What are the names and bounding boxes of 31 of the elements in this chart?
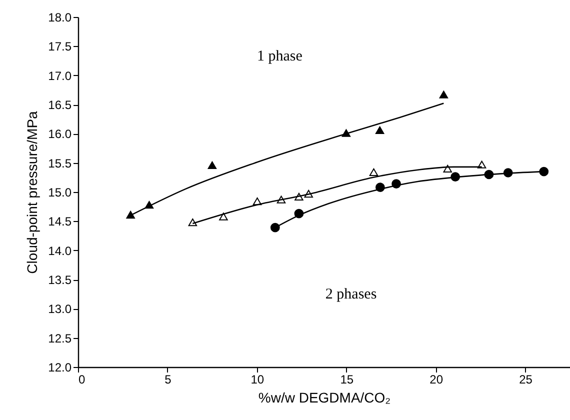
x-tick-label: 25 bbox=[519, 372, 533, 386]
point bbox=[208, 161, 217, 170]
y-tick-label: 14.0 bbox=[48, 244, 72, 258]
point bbox=[375, 126, 384, 134]
x-axis-title: %w/w DEGDMA/CO₂ bbox=[258, 390, 391, 406]
point bbox=[369, 168, 378, 176]
y-tick-label: 18.0 bbox=[48, 10, 72, 24]
x-tick-label: 0 bbox=[78, 372, 86, 386]
annotation: 1 phase bbox=[257, 48, 303, 64]
y-tick-label: 15.0 bbox=[48, 186, 72, 200]
annotation: 2 phases bbox=[325, 286, 377, 302]
y-tick-label: 13.5 bbox=[48, 273, 72, 287]
y-tick-label: 16.5 bbox=[48, 98, 72, 112]
x-tick-label: 20 bbox=[430, 372, 444, 386]
x-tick-label: 10 bbox=[250, 372, 264, 386]
x-tick-label: 5 bbox=[164, 372, 172, 386]
point bbox=[439, 90, 448, 98]
y-tick-label: 15.5 bbox=[48, 156, 72, 170]
y-tick-label: 16.0 bbox=[48, 127, 72, 142]
y-axis-title: Cloud-point pressure/MPa bbox=[24, 110, 40, 274]
y-tick-label: 17.5 bbox=[48, 40, 72, 54]
y-tick-label: 14.5 bbox=[48, 214, 72, 229]
y-tick-label: 17.0 bbox=[48, 68, 72, 83]
x-tick-label: 15 bbox=[340, 372, 354, 386]
y-tick-label: 12.0 bbox=[48, 360, 72, 374]
point bbox=[188, 218, 198, 226]
y-tick-label: 13.0 bbox=[48, 302, 72, 316]
y-tick-label: 12.5 bbox=[48, 331, 72, 346]
point bbox=[270, 222, 280, 232]
point bbox=[126, 210, 135, 219]
point bbox=[219, 212, 228, 220]
